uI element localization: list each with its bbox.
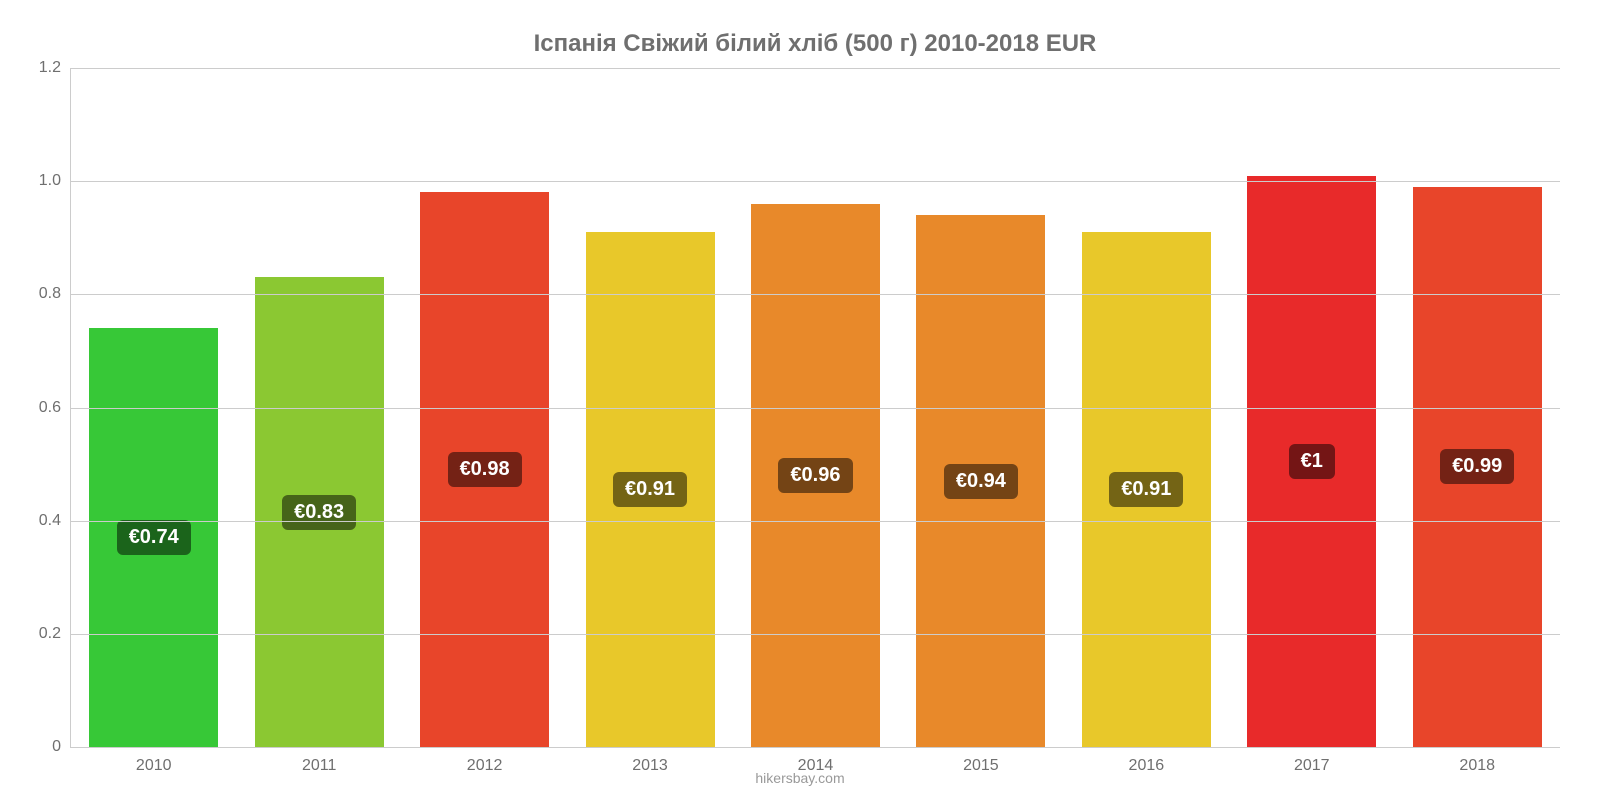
bar: €0.96 bbox=[751, 204, 880, 747]
y-axis-label: 1.0 bbox=[39, 172, 71, 190]
gridline bbox=[71, 181, 1560, 182]
y-axis-label: 1.2 bbox=[39, 59, 71, 77]
value-badge: €0.91 bbox=[613, 472, 687, 507]
chart-title: Іспанія Свіжий білий хліб (500 г) 2010-2… bbox=[70, 30, 1560, 58]
value-badge: €0.91 bbox=[1109, 472, 1183, 507]
bar: €0.74 bbox=[89, 328, 218, 747]
value-badge: €0.94 bbox=[944, 464, 1018, 499]
value-badge: €0.96 bbox=[778, 458, 852, 493]
value-badge: €0.98 bbox=[448, 452, 522, 487]
y-axis-label: 0.2 bbox=[39, 625, 71, 643]
bar: €0.91 bbox=[1082, 232, 1211, 747]
value-badge: €0.74 bbox=[117, 520, 191, 555]
source-footer: hikersbay.com bbox=[0, 770, 1600, 786]
plot-area: €0.742010€0.832011€0.982012€0.912013€0.9… bbox=[70, 68, 1560, 748]
value-badge: €1 bbox=[1289, 444, 1335, 479]
gridline bbox=[71, 634, 1560, 635]
y-axis-label: 0.6 bbox=[39, 399, 71, 417]
value-badge: €0.99 bbox=[1440, 449, 1514, 484]
gridline bbox=[71, 408, 1560, 409]
bar: €1 bbox=[1247, 176, 1376, 747]
bar: €0.91 bbox=[586, 232, 715, 747]
y-axis-label: 0 bbox=[52, 738, 71, 756]
gridline bbox=[71, 521, 1560, 522]
bar: €0.98 bbox=[420, 192, 549, 747]
y-axis-label: 0.4 bbox=[39, 512, 71, 530]
gridline bbox=[71, 294, 1560, 295]
value-badge: €0.83 bbox=[282, 495, 356, 530]
chart-container: Іспанія Свіжий білий хліб (500 г) 2010-2… bbox=[0, 0, 1600, 800]
bar: €0.99 bbox=[1413, 187, 1542, 747]
gridline bbox=[71, 68, 1560, 69]
bar: €0.83 bbox=[255, 277, 384, 747]
y-axis-label: 0.8 bbox=[39, 285, 71, 303]
